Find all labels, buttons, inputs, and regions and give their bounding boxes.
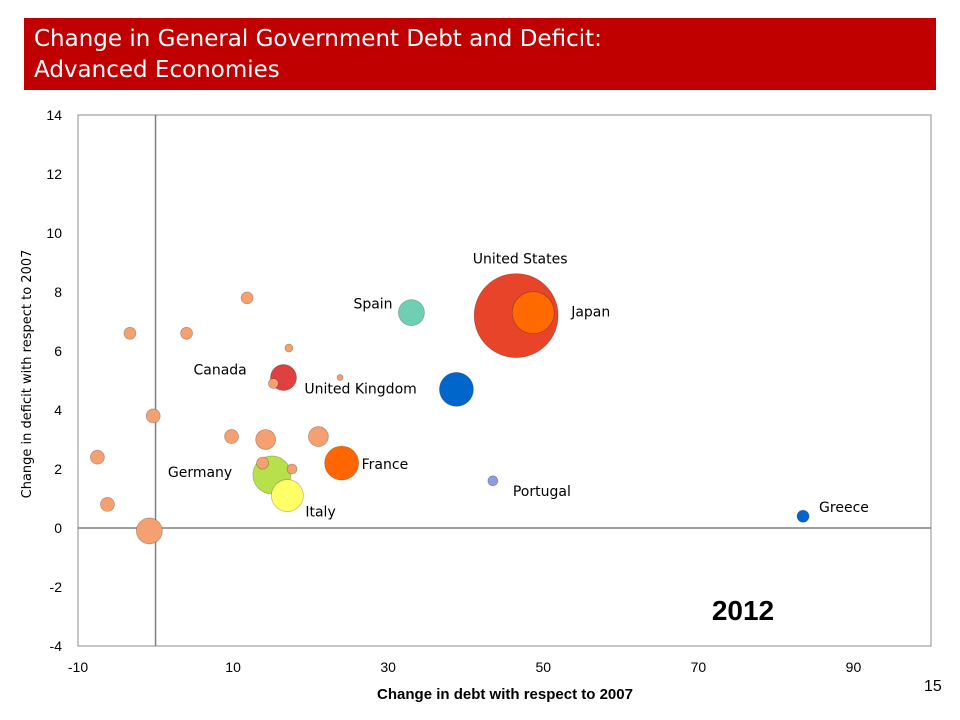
portugal-bubble xyxy=(487,475,499,487)
y-tick-label: 12 xyxy=(46,166,62,182)
greece-label: Greece xyxy=(819,500,869,516)
country-bubble xyxy=(255,429,277,450)
united-kingdom-bubble xyxy=(439,371,474,407)
x-tick-label: 90 xyxy=(846,659,862,675)
y-tick-label: 0 xyxy=(54,520,62,536)
x-tick-label: 10 xyxy=(225,659,241,675)
country-bubble xyxy=(123,326,137,340)
country-bubble xyxy=(100,496,115,512)
y-axis-label: Change in deficit with respect to 2007 xyxy=(20,250,35,499)
country-bubble xyxy=(89,449,105,465)
portugal-label: Portugal xyxy=(513,484,571,500)
country-bubble xyxy=(135,517,163,545)
y-tick-label: 6 xyxy=(54,343,62,359)
y-tick-label: 14 xyxy=(46,107,62,123)
japan-bubble xyxy=(511,291,555,335)
y-tick-label: 4 xyxy=(54,402,62,418)
y-tick-label: 10 xyxy=(46,225,62,241)
bubbles xyxy=(89,273,810,545)
country-bubble xyxy=(224,429,239,444)
united-kingdom-label: United Kingdom xyxy=(304,381,416,397)
spain-label: Spain xyxy=(353,297,392,313)
canada-label: Canada xyxy=(193,363,246,379)
y-tick-label: -2 xyxy=(50,579,63,595)
x-axis-label: Change in debt with respect to 2007 xyxy=(377,686,633,703)
country-bubble xyxy=(145,408,161,424)
country-bubble xyxy=(284,343,294,353)
country-bubble xyxy=(256,456,269,470)
bubble-labels: United States Japan Spain United Kingdom Can… xyxy=(168,252,869,521)
x-tick-label: 30 xyxy=(380,659,396,675)
country-bubble xyxy=(307,426,329,447)
y-tick-label: 2 xyxy=(54,461,62,477)
united-states-label: United States xyxy=(473,252,568,268)
plot-area xyxy=(77,114,932,647)
x-tick-label: -10 xyxy=(68,659,88,675)
y-tick-label: 8 xyxy=(54,284,62,300)
country-bubble xyxy=(180,326,193,340)
greece-bubble xyxy=(796,509,810,523)
germany-label: Germany xyxy=(168,465,232,481)
france-bubble xyxy=(324,445,360,481)
title-line-2: Advanced Economies xyxy=(34,57,280,83)
slide-title: Change in General Government Debt and De… xyxy=(34,24,602,86)
axis-ticks: -4 -2 0 2 4 6 8 10 12 14 -10 10 30 50 70 90 xyxy=(46,107,861,675)
country-bubble xyxy=(286,463,298,475)
italy-label: Italy xyxy=(305,505,335,521)
x-tick-label: 50 xyxy=(535,659,551,675)
x-tick-label: 70 xyxy=(691,659,707,675)
year-label: 2012 xyxy=(712,595,774,626)
country-bubble xyxy=(336,374,344,381)
country-bubble xyxy=(268,378,279,389)
japan-label: Japan xyxy=(570,305,610,321)
reference-lines xyxy=(78,115,931,646)
slide-number: 15 xyxy=(924,678,942,695)
spain-bubble xyxy=(398,299,425,327)
italy-bubble xyxy=(270,479,304,512)
title-line-1: Change in General Government Debt and De… xyxy=(34,26,602,52)
country-bubble xyxy=(240,291,254,305)
france-label: France xyxy=(362,457,409,473)
y-tick-label: -4 xyxy=(50,638,63,654)
title-banner: Change in General Government Debt and De… xyxy=(24,18,936,90)
